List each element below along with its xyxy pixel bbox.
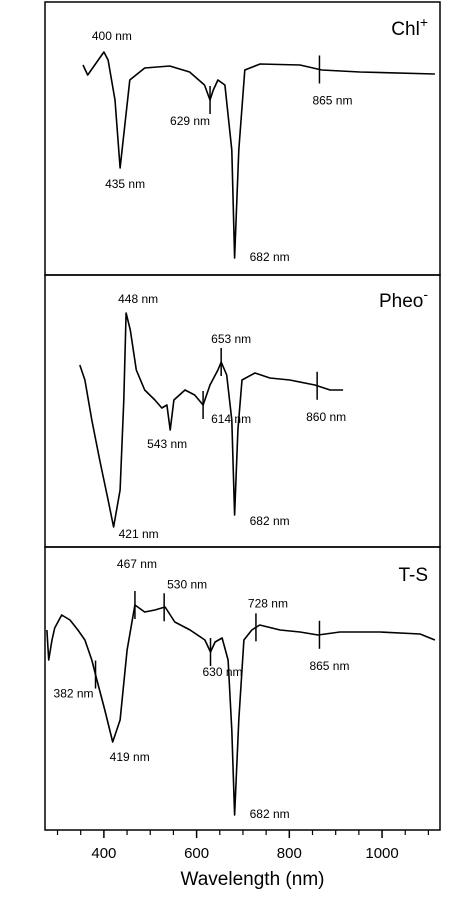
annotation-label: 435 nm	[105, 177, 145, 191]
annotation-label: 865 nm	[312, 94, 352, 108]
annotation-label: 860 nm	[306, 410, 346, 424]
x-axis-label: Wavelength (nm)	[181, 869, 325, 890]
spectrum-line	[82, 51, 435, 259]
panel-title-text: Pheo	[379, 291, 423, 312]
panel-title-text: Chl	[391, 19, 420, 40]
annotation-label: 728 nm	[248, 597, 288, 611]
annotation-label: 614 nm	[211, 412, 251, 426]
annotation-label: 543 nm	[147, 437, 187, 451]
annotation-label: 629 nm	[170, 114, 210, 128]
annotation-label: 400 nm	[92, 29, 132, 43]
panel-frame	[44, 274, 441, 548]
annotation-label: 421 nm	[119, 527, 159, 541]
x-tick-label: 600	[184, 845, 209, 862]
panel-title: Chl+	[391, 14, 428, 40]
panel-title-text: T-S	[398, 565, 428, 586]
annotation-label: 467 nm	[117, 557, 157, 571]
annotation-label: 682 nm	[250, 807, 290, 821]
panel-title-superscript: -	[423, 286, 428, 302]
panel-title: T-S	[398, 565, 428, 586]
panel-frame	[44, 546, 441, 831]
annotation-label: 653 nm	[211, 332, 251, 346]
x-tick-label: 800	[277, 845, 302, 862]
x-tick-label: 400	[91, 845, 116, 862]
panel-title: Pheo-	[379, 286, 428, 312]
annotation-label: 682 nm	[250, 514, 290, 528]
panel-title-superscript: +	[420, 14, 428, 30]
x-tick-label: 1000	[365, 845, 398, 862]
annotation-label: 448 nm	[118, 292, 158, 306]
annotation-label: 530 nm	[167, 577, 207, 591]
annotation-label: 419 nm	[110, 750, 150, 764]
annotation-label: 382 nm	[54, 687, 94, 701]
spectrum-line	[79, 312, 344, 528]
annotation-label: 865 nm	[309, 659, 349, 673]
annotation-label: 630 nm	[202, 665, 242, 679]
spectrum-line	[46, 604, 436, 816]
annotation-label: 682 nm	[250, 250, 290, 264]
